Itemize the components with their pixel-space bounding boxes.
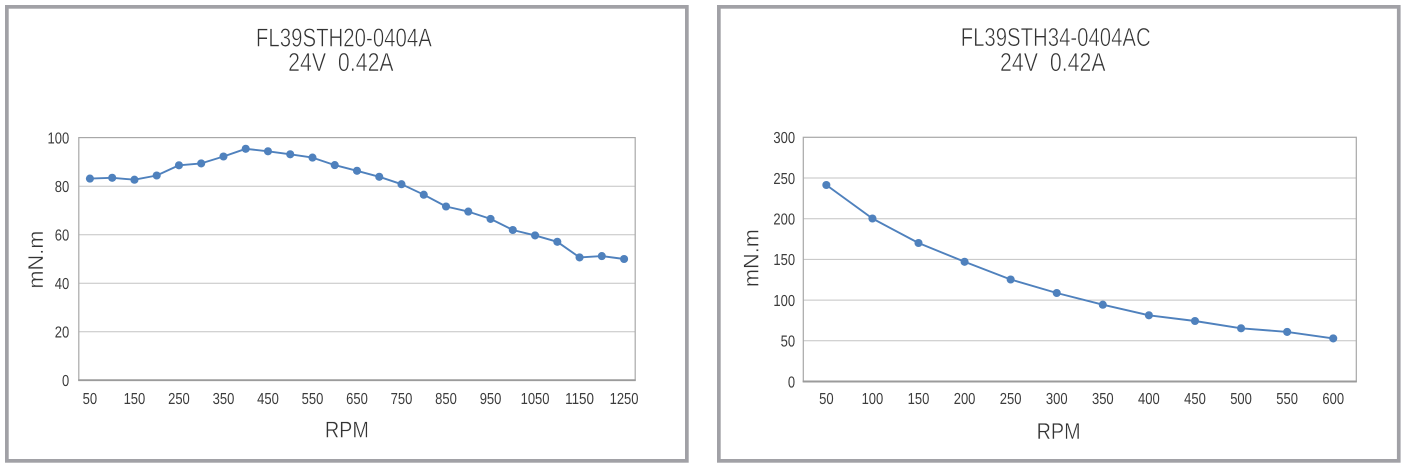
svg-text:20: 20: [55, 325, 70, 342]
svg-text:950: 950: [480, 391, 502, 408]
svg-text:350: 350: [213, 391, 235, 408]
svg-text:60: 60: [55, 228, 70, 245]
svg-text:450: 450: [257, 391, 279, 408]
svg-text:550: 550: [1276, 391, 1298, 408]
svg-text:50: 50: [83, 391, 98, 408]
svg-text:150: 150: [124, 391, 146, 408]
svg-text:1050: 1050: [521, 391, 550, 408]
svg-text:RPM: RPM: [1037, 418, 1081, 444]
svg-text:100: 100: [862, 391, 884, 408]
svg-text:200: 200: [773, 212, 795, 229]
svg-text:1250: 1250: [610, 391, 639, 408]
svg-text:150: 150: [773, 252, 795, 269]
svg-text:FL39STH20-0404A: FL39STH20-0404A: [256, 23, 433, 53]
svg-text:250: 250: [773, 171, 795, 188]
svg-text:500: 500: [1230, 391, 1252, 408]
svg-text:24V 0.42A: 24V 0.42A: [288, 47, 394, 77]
svg-text:50: 50: [819, 391, 834, 408]
svg-text:300: 300: [1046, 391, 1068, 408]
svg-text:RPM: RPM: [325, 416, 369, 442]
svg-text:0: 0: [788, 374, 795, 391]
svg-text:1150: 1150: [565, 391, 594, 408]
svg-text:0: 0: [62, 373, 69, 390]
svg-text:100: 100: [48, 130, 70, 147]
svg-text:mN.m: mN.m: [24, 231, 48, 289]
svg-text:300: 300: [773, 130, 795, 147]
svg-text:FL39STH34-0404AC: FL39STH34-0404AC: [961, 22, 1151, 52]
svg-text:400: 400: [1138, 391, 1160, 408]
svg-text:250: 250: [1000, 391, 1022, 408]
svg-text:250: 250: [168, 391, 190, 408]
svg-text:750: 750: [391, 391, 413, 408]
svg-text:850: 850: [435, 391, 457, 408]
svg-text:150: 150: [908, 391, 930, 408]
svg-text:50: 50: [781, 334, 796, 351]
svg-text:550: 550: [302, 391, 324, 408]
svg-text:100: 100: [773, 293, 795, 310]
svg-text:650: 650: [346, 391, 368, 408]
svg-text:80: 80: [55, 179, 70, 196]
svg-text:40: 40: [55, 276, 70, 293]
svg-text:mN.m: mN.m: [740, 229, 764, 287]
svg-text:350: 350: [1092, 391, 1114, 408]
svg-text:600: 600: [1322, 391, 1344, 408]
svg-text:200: 200: [954, 391, 976, 408]
svg-text:450: 450: [1184, 391, 1206, 408]
svg-text:24V 0.42A: 24V 0.42A: [1000, 47, 1106, 77]
